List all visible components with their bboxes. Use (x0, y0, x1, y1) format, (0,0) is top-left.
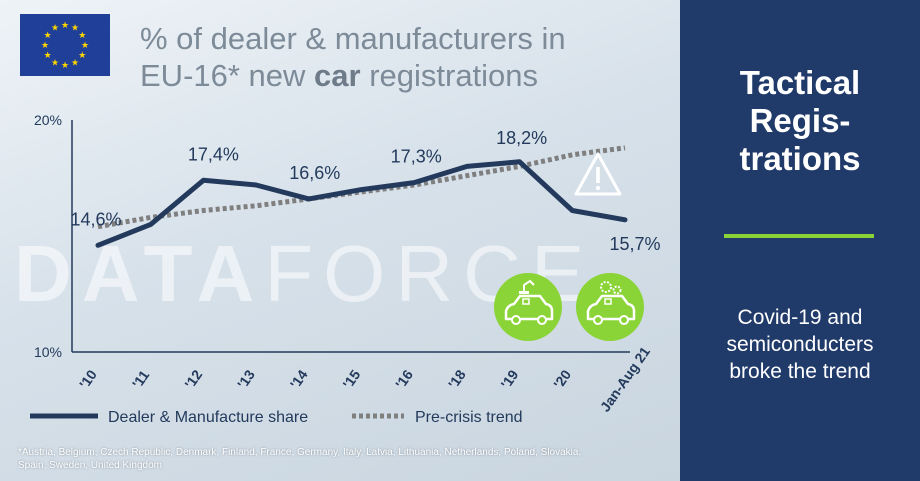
title-line-1: % of dealer & manufacturers in (140, 21, 566, 56)
line-chart: 20% 10% '10 '11 '12 '13 '14 '15 '16 '18 '19 '20 Jan… (30, 112, 661, 426)
data-label: 17,4% (188, 144, 239, 164)
x-tick-label: '10 (76, 367, 100, 392)
flag-star: ★ (81, 40, 89, 50)
data-label: 14,6% (70, 209, 121, 229)
chart-title: % of dealer & manufacturers in EU-16* ne… (140, 20, 566, 94)
side-panel: Tactical Regis- trations Covid-19 and se… (680, 0, 920, 481)
flag-star: ★ (44, 50, 52, 60)
side-panel-subtitle: Covid-19 and semiconducters broke the tr… (726, 306, 874, 383)
eu-flag-icon: ★ ★ ★ ★ ★ ★ ★ ★ ★ ★ ★ ★ (20, 14, 110, 76)
flag-star: ★ (78, 30, 86, 40)
data-label: 16,6% (289, 163, 340, 183)
accent-divider (724, 234, 874, 238)
car-production-icon (494, 273, 562, 341)
x-tick-label: '18 (445, 367, 469, 392)
flag-star: ★ (44, 30, 52, 40)
data-label: 18,2% (496, 128, 547, 148)
x-tick-label: '12 (181, 367, 205, 392)
side-panel-title: Tactical Regis- trations (739, 64, 861, 177)
y-tick-label: 20% (34, 112, 62, 128)
flag-star: ★ (61, 20, 69, 30)
flag-star: ★ (61, 60, 69, 70)
series-dealer-manufacture-share (95, 159, 628, 248)
x-tick-label: '11 (129, 367, 153, 391)
series-pre-crisis-trend (97, 145, 626, 230)
flag-star: ★ (51, 23, 59, 33)
x-tick-label: '15 (339, 367, 363, 392)
title-line-2: EU-16* new car registrations (140, 58, 539, 93)
data-label: 15,7% (609, 234, 660, 254)
warning-triangle-icon (574, 152, 622, 196)
footnote: *Austria, Belgium, Czech Republic, Denma… (18, 447, 582, 471)
flag-star: ★ (71, 57, 79, 67)
x-tick-label: '14 (287, 367, 311, 392)
x-tick-label: Jan-Aug 21 (597, 343, 654, 414)
x-tick-label: '19 (498, 367, 522, 392)
flag-star: ★ (78, 50, 86, 60)
x-tick-label: '20 (550, 367, 574, 392)
x-tick-label: '16 (392, 367, 416, 392)
car-semiconductor-icon (576, 273, 644, 341)
legend-label-trend: Pre-crisis trend (415, 409, 523, 426)
x-tick-label: '13 (234, 367, 258, 392)
flag-star: ★ (51, 57, 59, 67)
legend-label-share: Dealer & Manufacture share (108, 409, 308, 426)
flag-star: ★ (41, 40, 49, 50)
chart-panel: DATAFORCE ★ ★ ★ ★ ★ ★ ★ ★ ★ ★ ★ ★ % of dealer & man… (0, 0, 680, 481)
data-label: 17,3% (391, 147, 442, 167)
y-tick-label: 10% (34, 344, 62, 360)
flag-star: ★ (71, 23, 79, 33)
legend: Dealer & Manufacture share Pre-crisis tr… (30, 409, 523, 426)
